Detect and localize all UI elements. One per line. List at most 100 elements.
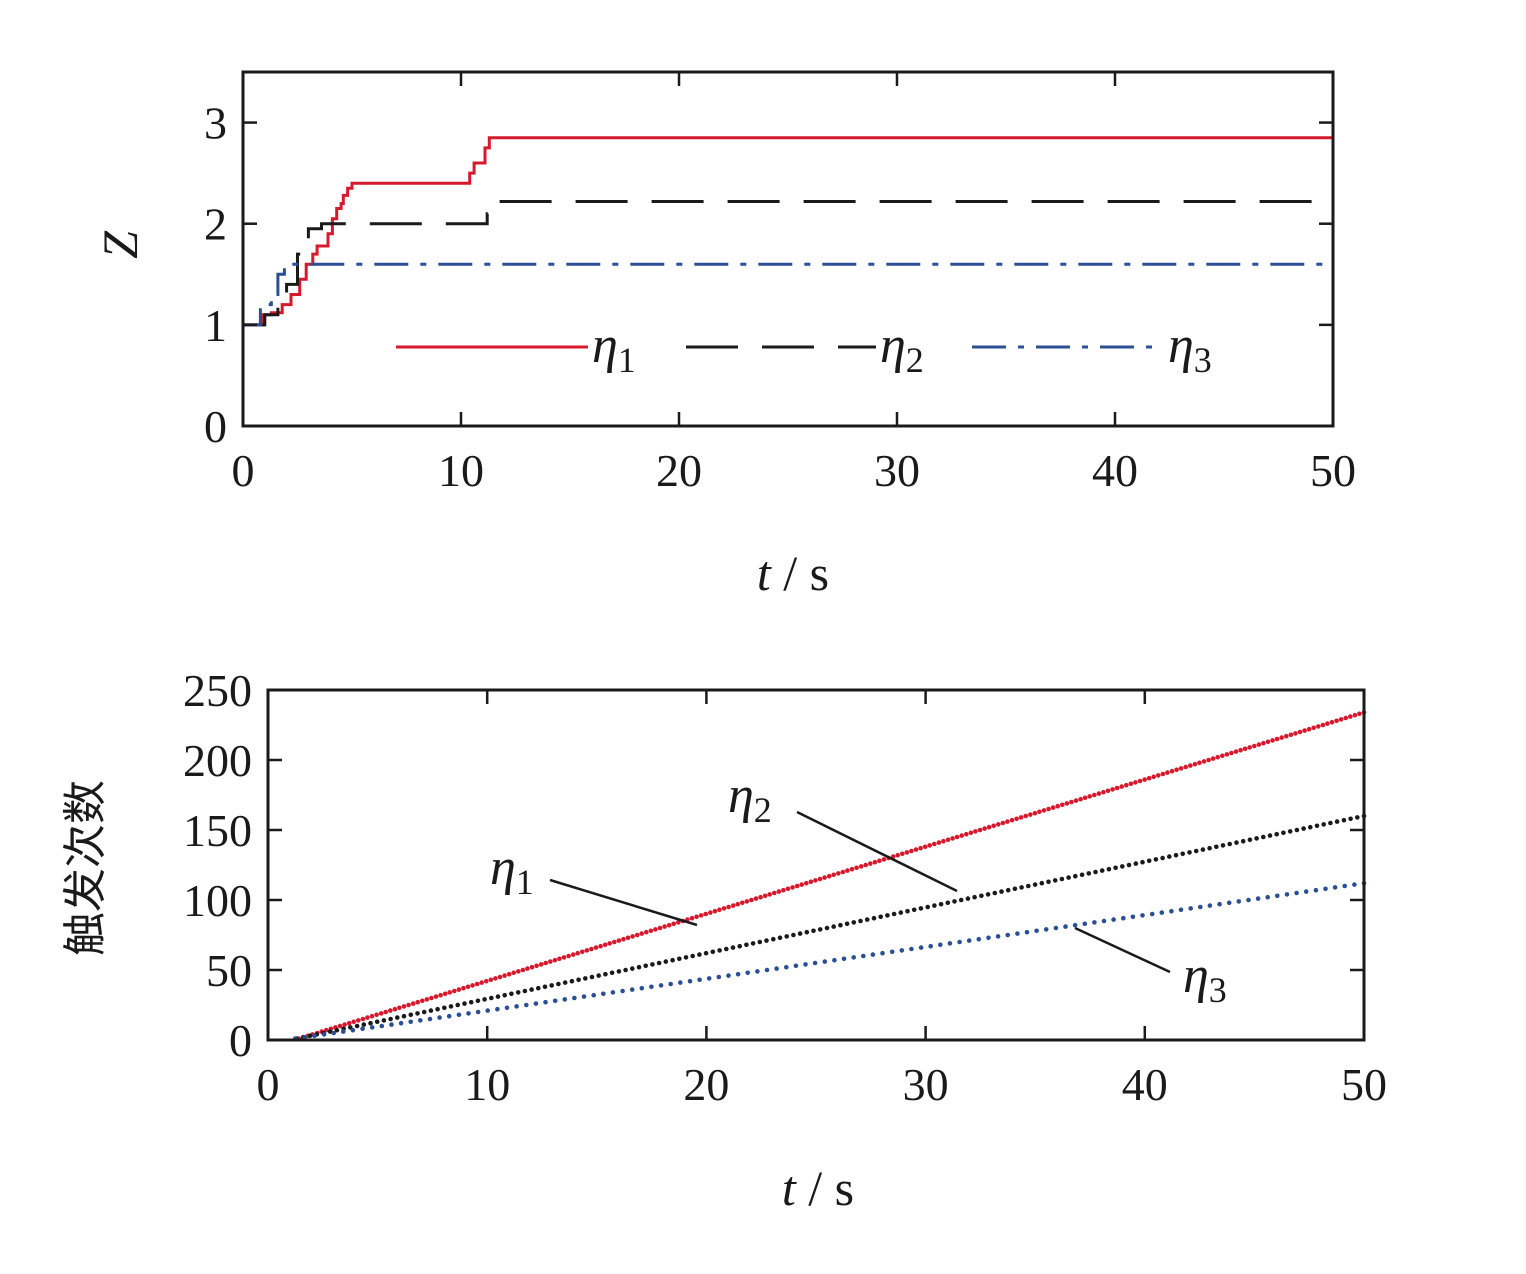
trigger-point-eta1 bbox=[721, 906, 727, 911]
trigger-point-eta1 bbox=[634, 932, 640, 938]
trigger-point-eta1 bbox=[383, 1009, 389, 1015]
trigger-point-eta3 bbox=[1178, 907, 1184, 913]
trigger-point-eta2 bbox=[495, 994, 501, 999]
trigger-point-eta1 bbox=[781, 887, 786, 893]
trigger-point-eta3 bbox=[745, 970, 750, 976]
trigger-point-eta3 bbox=[562, 997, 568, 1002]
trigger-point-eta3 bbox=[495, 1006, 500, 1012]
trigger-point-eta1 bbox=[836, 871, 841, 876]
trigger-point-eta3 bbox=[466, 1011, 471, 1016]
trigger-point-eta2 bbox=[1160, 855, 1165, 861]
trigger-point-eta1 bbox=[374, 1012, 379, 1018]
series-line-eta3 bbox=[243, 262, 1333, 327]
trigger-y-tick-label: 0 bbox=[229, 1015, 252, 1066]
trigger-point-eta3 bbox=[601, 991, 606, 997]
trigger-point-eta2 bbox=[556, 981, 561, 987]
trigger-point-eta1 bbox=[365, 1015, 370, 1020]
trigger-point-eta1 bbox=[1041, 808, 1047, 813]
trigger-point-eta2 bbox=[603, 971, 608, 977]
trigger-point-eta2 bbox=[1328, 820, 1333, 826]
trigger-point-eta2 bbox=[797, 931, 803, 936]
trigger-point-eta1 bbox=[1329, 719, 1335, 725]
trigger-point-eta3 bbox=[504, 1005, 510, 1011]
trigger-point-eta2 bbox=[791, 932, 796, 938]
trigger-point-eta1 bbox=[1284, 733, 1289, 739]
z-x-tick-label: 20 bbox=[656, 445, 702, 496]
trigger-point-eta1 bbox=[1210, 756, 1216, 761]
trigger-point-eta1 bbox=[1357, 711, 1362, 717]
trigger-point-eta1 bbox=[1142, 777, 1147, 782]
trigger-point-eta1 bbox=[1151, 774, 1156, 780]
trigger-point-eta2 bbox=[1146, 858, 1152, 864]
trigger-point-eta1 bbox=[1320, 722, 1326, 728]
trigger-y-axis-label: 触发次数 bbox=[60, 780, 111, 956]
trigger-point-eta2 bbox=[515, 990, 521, 995]
trigger-point-eta2 bbox=[415, 1011, 420, 1016]
trigger-point-eta1 bbox=[612, 939, 617, 945]
trigger-point-eta1 bbox=[1082, 795, 1088, 801]
trigger-point-eta2 bbox=[1026, 883, 1031, 889]
trigger-point-eta1 bbox=[1206, 757, 1211, 763]
trigger-point-eta3 bbox=[1063, 924, 1068, 929]
trigger-point-eta1 bbox=[726, 904, 731, 910]
trigger-point-eta1 bbox=[666, 922, 672, 928]
trigger-point-eta1 bbox=[982, 826, 987, 831]
trigger-point-eta3 bbox=[735, 971, 741, 977]
trigger-point-eta1 bbox=[506, 971, 512, 977]
trigger-point-eta1 bbox=[945, 837, 951, 843]
trigger-point-eta2 bbox=[334, 1027, 340, 1033]
trigger-point-eta3 bbox=[706, 976, 712, 981]
trigger-point-eta2 bbox=[992, 890, 998, 896]
trigger-x-axis-var: t bbox=[782, 1160, 797, 1216]
trigger-y-tick-label: 50 bbox=[206, 945, 252, 996]
trigger-point-eta1 bbox=[406, 1002, 411, 1008]
trigger-point-eta2 bbox=[804, 929, 810, 935]
z-x-tick-label: 0 bbox=[232, 445, 255, 496]
trigger-point-eta1 bbox=[1334, 718, 1339, 724]
trigger-point-eta1 bbox=[1009, 817, 1015, 823]
trigger-point-eta3 bbox=[803, 962, 808, 967]
trigger-point-eta2 bbox=[965, 896, 971, 901]
trigger-point-eta1 bbox=[511, 970, 516, 976]
trigger-point-eta1 bbox=[1078, 796, 1083, 802]
legend-label-eta1: η1 bbox=[592, 317, 636, 380]
trigger-point-eta2 bbox=[1106, 866, 1112, 872]
trigger-point-eta3 bbox=[1352, 882, 1357, 887]
trigger-point-eta1 bbox=[762, 893, 768, 899]
trigger-point-eta3 bbox=[822, 959, 828, 964]
trigger-point-eta1 bbox=[708, 910, 713, 915]
trigger-point-eta1 bbox=[392, 1006, 398, 1012]
trigger-point-eta1 bbox=[433, 994, 439, 999]
trigger-point-eta3 bbox=[918, 945, 924, 950]
trigger-point-eta2 bbox=[1133, 861, 1139, 866]
trigger-point-eta1 bbox=[378, 1011, 384, 1016]
trigger-point-eta1 bbox=[1064, 801, 1070, 806]
trigger-x-tick-label: 0 bbox=[257, 1059, 280, 1110]
trigger-point-eta1 bbox=[1220, 753, 1225, 759]
trigger-point-eta1 bbox=[1302, 728, 1307, 733]
trigger-point-eta3 bbox=[1332, 885, 1338, 890]
trigger-point-eta2 bbox=[979, 893, 984, 899]
trigger-x-tick-label: 10 bbox=[464, 1059, 510, 1110]
trigger-point-eta3 bbox=[552, 998, 558, 1004]
z-x-axis-var: t bbox=[757, 545, 772, 601]
trigger-point-eta3 bbox=[485, 1008, 491, 1013]
trigger-point-eta2 bbox=[932, 903, 937, 908]
trigger-point-eta1 bbox=[497, 974, 503, 980]
trigger-point-eta2 bbox=[442, 1005, 447, 1011]
trigger-point-eta2 bbox=[891, 911, 897, 917]
trigger-point-eta1 bbox=[1183, 764, 1188, 770]
trigger-point-eta3 bbox=[995, 934, 1001, 939]
trigger-point-eta1 bbox=[1297, 729, 1303, 735]
trigger-point-eta1 bbox=[854, 865, 859, 871]
trigger-point-eta2 bbox=[650, 962, 655, 967]
trigger-point-eta1 bbox=[525, 966, 530, 971]
trigger-point-eta3 bbox=[1149, 911, 1155, 917]
trigger-point-eta1 bbox=[342, 1022, 347, 1027]
trigger-point-eta1 bbox=[461, 985, 466, 991]
trigger-point-eta1 bbox=[817, 876, 823, 882]
trigger-point-eta2 bbox=[925, 904, 930, 910]
trigger-point-eta2 bbox=[576, 977, 581, 983]
trigger-point-eta1 bbox=[653, 927, 658, 932]
